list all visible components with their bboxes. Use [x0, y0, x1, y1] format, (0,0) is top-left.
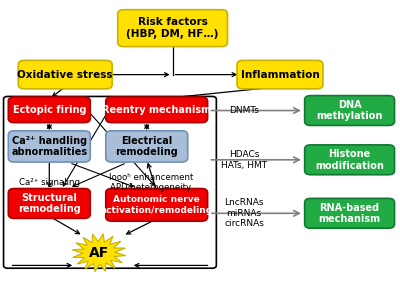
FancyBboxPatch shape [8, 188, 90, 218]
Text: LncRNAs
miRNAs
circRNAs: LncRNAs miRNAs circRNAs [224, 198, 264, 228]
Text: DNA
methylation: DNA methylation [316, 100, 383, 121]
FancyBboxPatch shape [8, 97, 90, 123]
Text: Autonomic nerve
activation/remodeling: Autonomic nerve activation/remodeling [101, 195, 213, 215]
Text: Risk factors
(HBP, DM, HF…): Risk factors (HBP, DM, HF…) [126, 17, 219, 39]
Text: Ca²⁺ signaling: Ca²⁺ signaling [19, 178, 80, 187]
Text: Ectopic firing: Ectopic firing [12, 105, 86, 115]
Text: Structural
remodeling: Structural remodeling [18, 193, 81, 214]
Text: Oxidative stress: Oxidative stress [18, 70, 113, 80]
FancyBboxPatch shape [106, 97, 208, 123]
Text: Reentry mechanism: Reentry mechanism [102, 105, 211, 115]
FancyBboxPatch shape [118, 10, 228, 47]
Text: AF: AF [89, 246, 109, 260]
Text: Histone
modification: Histone modification [315, 149, 384, 171]
FancyBboxPatch shape [305, 145, 394, 175]
FancyBboxPatch shape [305, 96, 394, 125]
FancyBboxPatch shape [237, 60, 323, 89]
Text: HDACs
HATs, HMT: HDACs HATs, HMT [221, 150, 267, 170]
Text: Iᴏᴏᴏʰ enhancement
APD heterogeneity: Iᴏᴏᴏʰ enhancement APD heterogeneity [108, 173, 193, 192]
Text: Ca²⁺ handling
abnormalities: Ca²⁺ handling abnormalities [11, 136, 87, 157]
Text: DNMTs: DNMTs [229, 106, 259, 115]
Text: RNA-based
mechanism: RNA-based mechanism [318, 203, 381, 224]
FancyBboxPatch shape [106, 188, 208, 221]
Text: Electrical
remodeling: Electrical remodeling [115, 136, 178, 157]
FancyBboxPatch shape [305, 198, 394, 228]
FancyBboxPatch shape [8, 131, 90, 162]
FancyBboxPatch shape [106, 131, 188, 162]
Text: Inflammation: Inflammation [241, 70, 319, 80]
FancyBboxPatch shape [18, 60, 112, 89]
Polygon shape [72, 234, 126, 272]
